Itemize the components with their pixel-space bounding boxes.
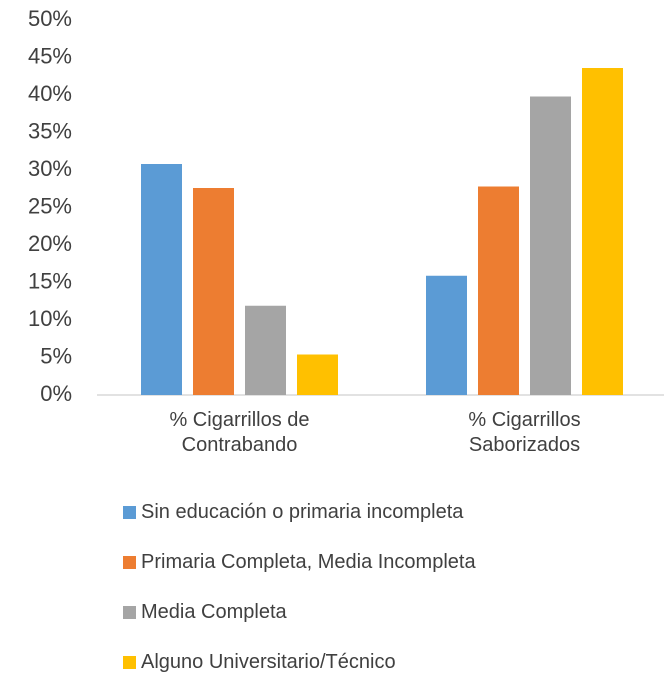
legend-item: Primaria Completa, Media Incompleta: [123, 550, 476, 574]
bar: [245, 305, 286, 395]
y-tick-label: 20%: [28, 231, 72, 256]
bar: [582, 68, 623, 395]
y-tick-label: 10%: [28, 306, 72, 331]
legend-label: Alguno Universitario/Técnico: [141, 650, 396, 673]
legend-swatch: [123, 655, 136, 669]
y-tick-label: 35%: [28, 118, 72, 143]
y-tick-label: 5%: [40, 343, 72, 368]
y-tick-label: 45%: [28, 43, 72, 68]
legend-item: Media Completa: [123, 600, 287, 624]
y-tick-label: 50%: [28, 6, 72, 31]
y-tick-label: 40%: [28, 81, 72, 106]
legend-item: Sin educación o primaria incompleta: [123, 500, 463, 524]
bar: [530, 96, 571, 395]
y-tick-label: 0%: [40, 381, 72, 406]
legend-label: Media Completa: [141, 600, 287, 623]
bar: [426, 275, 467, 395]
bar: [478, 186, 519, 395]
bar: [193, 188, 234, 395]
legend-label: Sin educación o primaria incompleta: [141, 500, 464, 523]
x-tick-label: % Cigarrillos Saborizados: [468, 409, 581, 456]
bar: [141, 164, 182, 395]
legend-item: Alguno Universitario/Técnico: [123, 650, 396, 674]
y-tick-label: 25%: [28, 193, 72, 218]
bar: [297, 354, 338, 395]
y-tick-label: 30%: [28, 156, 72, 181]
legend-swatch: [123, 505, 136, 519]
y-tick-label: 15%: [28, 268, 72, 293]
legend-swatch: [123, 605, 136, 619]
legend-swatch: [123, 555, 136, 569]
legend-label: Primaria Completa, Media Incompleta: [141, 550, 476, 573]
x-tick-label: % Cigarrillos de Contrabando: [169, 409, 310, 456]
